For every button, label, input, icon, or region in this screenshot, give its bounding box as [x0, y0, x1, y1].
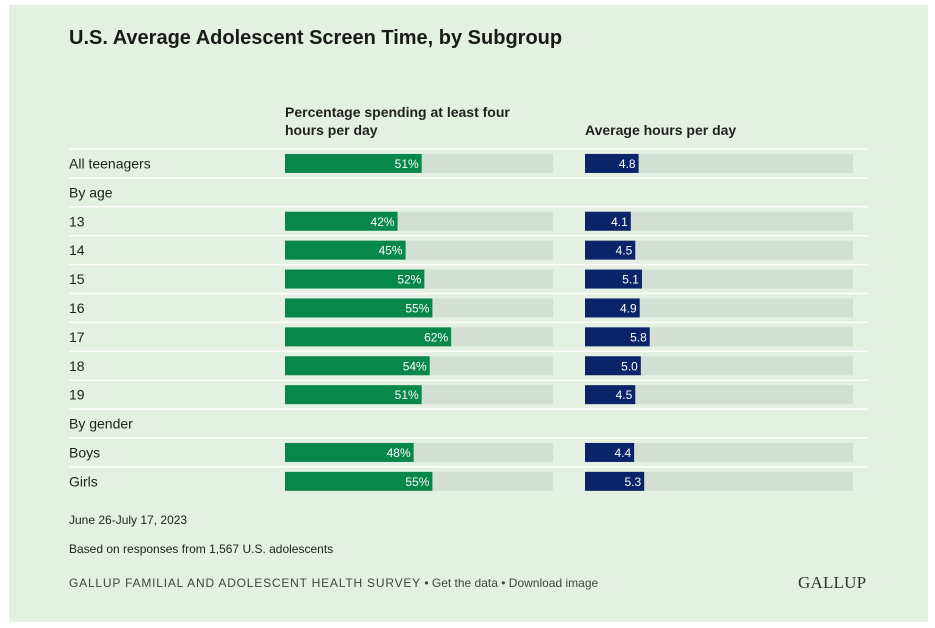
pct-value-label: 55% — [405, 475, 429, 489]
sample-note: Based on responses from 1,567 U.S. adole… — [69, 542, 334, 556]
hours-bar — [585, 356, 641, 376]
hours-track — [585, 298, 853, 318]
pct-value-label: 55% — [405, 301, 429, 315]
hours-bar — [585, 471, 645, 491]
hours-value-label: 4.8 — [619, 157, 636, 171]
hours-value-label: 4.5 — [616, 388, 633, 402]
row-label: 14 — [69, 242, 85, 258]
hours-track — [585, 327, 853, 347]
hours-value-label: 5.8 — [630, 330, 647, 344]
download-image-link[interactable]: Download image — [508, 576, 599, 590]
hours-track — [585, 240, 853, 260]
gallup-logo: GALLUP — [798, 573, 867, 592]
hours-value-label: 4.5 — [616, 244, 633, 258]
right-column-header: Average hours per day — [585, 122, 737, 138]
pct-value-label: 42% — [371, 215, 395, 229]
pct-value-label: 48% — [387, 446, 411, 460]
pct-bar — [285, 442, 414, 462]
hours-bar — [585, 298, 640, 318]
hours-bar — [585, 211, 631, 231]
pct-value-label: 51% — [395, 157, 419, 171]
row-label: 18 — [69, 358, 85, 374]
hours-track — [585, 211, 853, 231]
pct-bar — [285, 385, 422, 405]
hours-bar — [585, 153, 639, 173]
row-label: Boys — [69, 444, 100, 460]
pct-bar — [285, 327, 452, 347]
row-label: Girls — [69, 473, 98, 489]
separator: • — [420, 576, 432, 590]
row-label: 13 — [69, 213, 85, 229]
hours-value-label: 5.0 — [621, 359, 638, 373]
pct-bar — [285, 269, 425, 289]
hours-value-label: 4.1 — [611, 215, 628, 229]
row-label: 15 — [69, 271, 85, 287]
pct-value-label: 45% — [379, 244, 403, 258]
survey-date: June 26-July 17, 2023 — [69, 513, 188, 527]
hours-bar — [585, 269, 642, 289]
hours-bar — [585, 327, 650, 347]
left-column-header: Percentage spending at least four hours … — [285, 104, 510, 138]
hours-track — [585, 385, 853, 405]
chart-title: U.S. Average Adolescent Screen Time, by … — [69, 27, 563, 49]
source-name: GALLUP FAMILIAL AND ADOLESCENT HEALTH SU… — [69, 576, 421, 590]
hours-value-label: 4.9 — [620, 301, 637, 315]
group-label: By gender — [69, 416, 133, 432]
hours-track — [585, 442, 853, 462]
hours-track — [585, 471, 853, 491]
row-label: All teenagers — [69, 155, 151, 171]
separator: • — [497, 576, 509, 590]
hours-bar — [585, 240, 636, 260]
pct-value-label: 54% — [403, 359, 427, 373]
pct-value-label: 62% — [424, 330, 448, 344]
group-label: By age — [69, 184, 113, 200]
hours-track — [585, 356, 853, 376]
pct-bar — [285, 211, 398, 231]
get-data-link[interactable]: Get the data — [431, 576, 498, 590]
row-label: 16 — [69, 300, 85, 316]
hours-bar — [585, 385, 636, 405]
hours-value-label: 4.4 — [614, 446, 631, 460]
hours-track — [585, 153, 853, 173]
pct-bar — [285, 471, 433, 491]
row-label: 19 — [69, 387, 85, 403]
pct-bar — [285, 153, 422, 173]
pct-value-label: 52% — [397, 273, 421, 287]
pct-bar — [285, 298, 433, 318]
hours-bar — [585, 442, 635, 462]
pct-value-label: 51% — [395, 388, 419, 402]
pct-bar — [285, 240, 406, 260]
hours-value-label: 5.3 — [624, 475, 641, 489]
pct-bar — [285, 356, 430, 376]
hours-value-label: 5.1 — [622, 273, 639, 287]
source-line: GALLUP FAMILIAL AND ADOLESCENT HEALTH SU… — [69, 576, 598, 590]
hours-track — [585, 269, 853, 289]
row-label: 17 — [69, 329, 85, 345]
